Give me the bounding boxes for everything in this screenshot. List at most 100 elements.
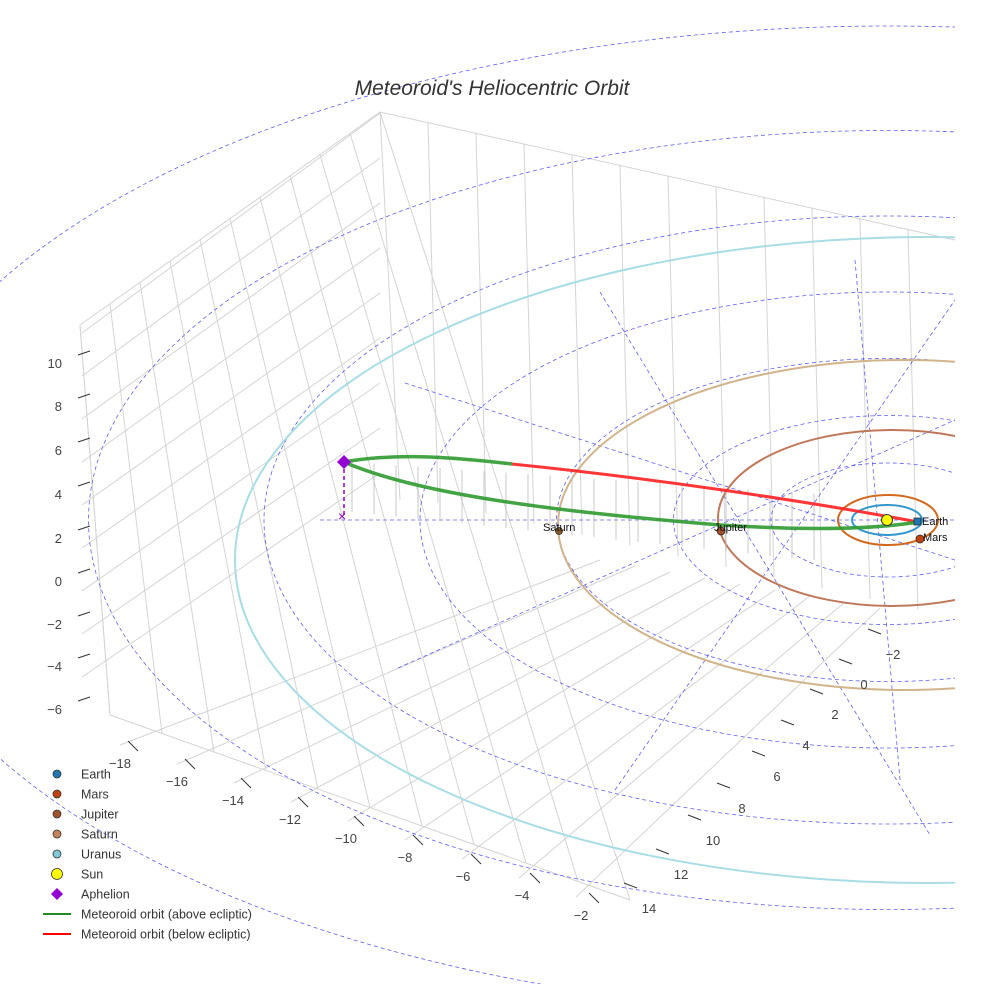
y-tick-label: 2 [831,707,838,722]
z-tick-label: −4 [47,659,62,674]
saturn-marker [555,527,563,535]
drop-lines [351,462,815,561]
y-tick-mark [623,882,638,889]
ecliptic-grid-line [404,382,955,561]
grid-line [404,589,776,841]
x-tick-mark [353,815,365,827]
grid-line [763,197,775,578]
z-tick-mark [77,611,91,617]
x-tick-label: −18 [109,756,131,771]
jupiter-marker [716,526,726,536]
grid-line [319,154,527,864]
grid-line [379,111,631,901]
legend-item-jupiter[interactable]: Jupiter [52,808,119,822]
legend-diamond-swatch [51,888,63,900]
legend-label: Meteoroid orbit (below ecliptic) [81,928,251,942]
axis-grid [79,111,956,901]
ecliptic-grid-line [854,259,901,781]
z-tick-mark [77,481,91,487]
grid-line [81,112,381,334]
y-tick-label: 4 [802,738,809,753]
legend-item-mars[interactable]: Mars [52,788,109,802]
x-tick-label: −8 [398,850,413,865]
y-tick-label: 8 [738,801,745,816]
uranus-orbit [234,236,955,884]
grid-line [347,583,741,822]
x-tick-label: −12 [279,812,301,827]
legend-label: Sun [81,868,103,882]
grid-line [619,165,631,546]
mars-marker [915,534,925,544]
y-tick-label: 12 [674,867,688,882]
legend-item-uranus[interactable]: Uranus [52,848,121,862]
legend-label: Earth [81,768,111,782]
grid-line [119,559,601,746]
z-tick-mark [77,653,91,659]
legend-item-meteoroid-orbit-below-ecliptic[interactable]: Meteoroid orbit (below ecliptic) [43,928,251,942]
z-tick-mark [77,350,91,356]
z-tick-label: −6 [47,702,62,717]
x-tick-label: −16 [166,774,188,789]
grid-line [81,382,381,592]
legend-label: Mars [81,788,109,802]
grid-line [475,133,487,514]
jupiter-orbit [717,429,955,607]
legend-label: Uranus [81,848,121,862]
z-tick-label: 10 [48,356,62,371]
legend-item-saturn[interactable]: Saturn [52,828,118,842]
grid-line [575,607,881,898]
aphelion-marker [337,455,351,469]
legend-item-earth[interactable]: Earth [52,768,111,782]
y-tick-mark [809,688,824,695]
z-tick-mark [77,568,91,574]
z-tick-mark [77,393,91,399]
meteoroid-orbit-above-upper [343,454,513,466]
legend-circle-swatch [52,829,62,839]
grid-line [379,111,956,241]
legend-circle-swatch [52,789,62,799]
planet-label-earth: Earth [922,516,948,528]
grid-line [109,303,163,734]
planet-label-mars: Mars [923,532,948,544]
legend-label: Jupiter [81,808,119,822]
z-tick-label: 4 [55,487,62,502]
grid-line [461,595,811,860]
grid-line [229,218,371,808]
ecliptic-grid-line [614,299,955,791]
x-tick-label: −4 [515,888,530,903]
grid-line [139,282,215,753]
grid-line [859,218,871,600]
ecliptic-grid-line [599,291,931,836]
x-tick-label: −2 [574,908,589,923]
grid-line [811,208,823,589]
legend-item-aphelion[interactable]: Aphelion [51,888,130,902]
legend-label: Saturn [81,828,118,842]
saturn-orbit [557,359,955,691]
grid-line [81,427,381,635]
z-tick-label: 6 [55,443,62,458]
grid-line [176,565,636,765]
grid-line [523,144,535,525]
grid-line [427,122,439,503]
legend-label: Meteoroid orbit (above ecliptic) [81,908,252,922]
grid-line [81,157,381,377]
grid-line [715,186,727,567]
legend-item-meteoroid-orbit-above-ecliptic[interactable]: Meteoroid orbit (above ecliptic) [43,908,252,922]
ecliptic-grid-circle [419,291,955,749]
x-tick-label: −10 [335,831,357,846]
grid-line [81,247,381,463]
legend-item-sun[interactable]: Sun [51,868,104,882]
earth-orbit [851,504,923,536]
mars-orbit [837,494,939,546]
z-tick-label: 0 [55,574,62,589]
grid-line [81,202,381,420]
plot-area: × Earth Mars Jupiter Saturn [0,25,955,984]
grid-line [79,324,111,716]
x-tick-mark [412,834,424,846]
x-tick-mark [297,796,309,808]
y-tick-mark [867,628,882,635]
y-tick-mark [687,814,702,821]
legend-label: Aphelion [81,888,130,902]
grid-line [81,292,381,506]
